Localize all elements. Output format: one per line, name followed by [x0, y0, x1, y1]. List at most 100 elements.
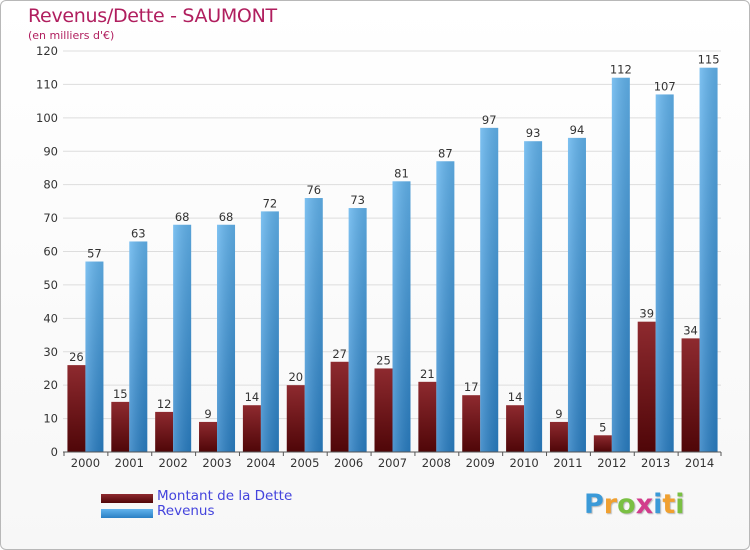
legend-swatch-debt	[101, 494, 153, 503]
bar-revenue-shade-2007	[392, 181, 411, 452]
bar-debt-2010	[506, 405, 525, 452]
y-tick-label: 70	[43, 211, 58, 225]
bar-revenue-shade-2000	[85, 261, 104, 452]
bar-debt-2006	[330, 361, 349, 452]
logo-letter: P	[584, 489, 604, 520]
y-tick-label: 10	[43, 412, 58, 426]
x-tick-label-2001: 2001	[115, 456, 144, 470]
data-label-revenue-2003: 68	[219, 210, 234, 224]
data-label-debt-2001: 15	[113, 387, 128, 401]
legend-label-revenue: Revenus	[157, 503, 215, 519]
x-tick-label-2000: 2000	[71, 456, 100, 470]
data-label-revenue-2007: 81	[394, 166, 409, 180]
bar-revenue-shade-2014	[699, 67, 718, 452]
data-label-debt-2014: 34	[683, 323, 698, 337]
logo-letter: t	[662, 489, 676, 520]
y-tick-label: 90	[43, 144, 58, 158]
bar-debt-2003	[199, 421, 218, 452]
x-tick-label-2011: 2011	[553, 456, 582, 470]
data-label-debt-2008: 21	[420, 367, 435, 381]
y-tick-label: 30	[43, 345, 58, 359]
x-tick-label-2012: 2012	[597, 456, 626, 470]
bar-revenue-shade-2012	[611, 77, 630, 452]
y-axis-ticks: 0 10 20 30 40 50 60 70 80 90 100 110 120	[36, 44, 58, 459]
x-tick-label-2007: 2007	[378, 456, 407, 470]
proxiti-logo: Proxiti	[584, 489, 685, 520]
data-label-revenue-2010: 93	[526, 126, 541, 140]
x-tick-label-2004: 2004	[246, 456, 275, 470]
data-label-debt-2006: 27	[332, 347, 347, 361]
data-label-revenue-2011: 94	[570, 123, 585, 137]
bar-revenue-shade-2003	[217, 224, 236, 452]
y-tick-label: 0	[51, 445, 58, 459]
logo-letter: i	[675, 489, 685, 520]
data-label-revenue-2013: 107	[654, 79, 676, 93]
data-label-revenue-2006: 73	[350, 193, 365, 207]
bars	[67, 67, 718, 453]
y-tick-label: 110	[36, 77, 58, 91]
x-tick-label-2014: 2014	[685, 456, 714, 470]
logo-letter: i	[653, 489, 663, 520]
gridlines	[63, 50, 721, 420]
data-label-revenue-2001: 63	[131, 226, 146, 240]
chart-subtitle: (en milliers d'€)	[28, 29, 115, 42]
bar-debt-2009	[462, 395, 481, 452]
bar-debt-2001	[111, 401, 130, 452]
bar-debt-2007	[374, 368, 393, 452]
x-tick-label-2005: 2005	[290, 456, 319, 470]
x-tick-label-2006: 2006	[334, 456, 363, 470]
legend-swatch-revenue	[101, 509, 153, 518]
data-label-debt-2000: 26	[69, 350, 84, 364]
data-label-revenue-2009: 97	[482, 113, 497, 127]
data-label-debt-2013: 39	[639, 307, 654, 321]
x-tick-label-2002: 2002	[159, 456, 188, 470]
chart-title: Revenus/Dette - SAUMONT	[28, 5, 277, 27]
bar-revenue-shade-2008	[436, 161, 455, 452]
bar-revenue-shade-2005	[304, 198, 323, 452]
data-label-debt-2003: 9	[204, 407, 211, 421]
x-tick-label-2003: 2003	[202, 456, 231, 470]
data-label-debt-2012: 5	[599, 420, 606, 434]
y-tick-label: 100	[36, 111, 58, 125]
legend-label-debt: Montant de la Dette	[157, 488, 293, 504]
y-tick-label: 120	[36, 44, 58, 58]
bar-revenue-shade-2009	[480, 127, 499, 452]
data-label-revenue-2008: 87	[438, 146, 453, 160]
bar-revenue-shade-2006	[348, 208, 367, 452]
data-label-debt-2004: 14	[245, 390, 260, 404]
bar-debt-2008	[418, 381, 437, 452]
data-labels: 26 57 15 63 12 68 9 68 14 72 20 76 27 73 25 81 21 87 17 97 1…	[69, 53, 719, 435]
bar-revenue-shade-2004	[260, 211, 279, 452]
data-label-debt-2007: 25	[376, 353, 391, 367]
bar-revenue-shade-2010	[524, 141, 543, 452]
data-label-debt-2002: 12	[157, 397, 172, 411]
bar-debt-2013	[637, 321, 656, 452]
data-label-revenue-2004: 72	[263, 196, 278, 210]
logo-letter: x	[635, 489, 654, 520]
y-tick-label: 60	[43, 245, 58, 259]
bar-revenue-shade-2011	[567, 137, 586, 452]
bar-revenue-shade-2013	[655, 94, 674, 453]
logo-letter: o	[617, 489, 636, 520]
x-tick-label-2008: 2008	[422, 456, 451, 470]
x-tick-label-2013: 2013	[641, 456, 670, 470]
y-tick-label: 20	[43, 378, 58, 392]
bar-revenue-shade-2002	[173, 224, 192, 452]
bar-debt-2012	[593, 435, 612, 452]
data-label-debt-2005: 20	[288, 370, 303, 384]
data-label-revenue-2014: 115	[698, 53, 720, 67]
bar-debt-2005	[286, 385, 305, 452]
logo-letter: r	[603, 489, 618, 520]
bar-debt-2000	[67, 365, 86, 452]
x-axis-ticks: 2000 2001 2002 2003 2004 2005 2006 2007 2008 2009…	[63, 452, 722, 470]
data-label-revenue-2002: 68	[175, 210, 190, 224]
y-tick-label: 40	[43, 311, 58, 325]
y-tick-label: 50	[43, 278, 58, 292]
bar-debt-2011	[549, 421, 568, 452]
data-label-debt-2010: 14	[508, 390, 523, 404]
data-label-debt-2011: 9	[555, 407, 562, 421]
data-label-revenue-2012: 112	[610, 63, 632, 77]
data-label-debt-2009: 17	[464, 380, 479, 394]
